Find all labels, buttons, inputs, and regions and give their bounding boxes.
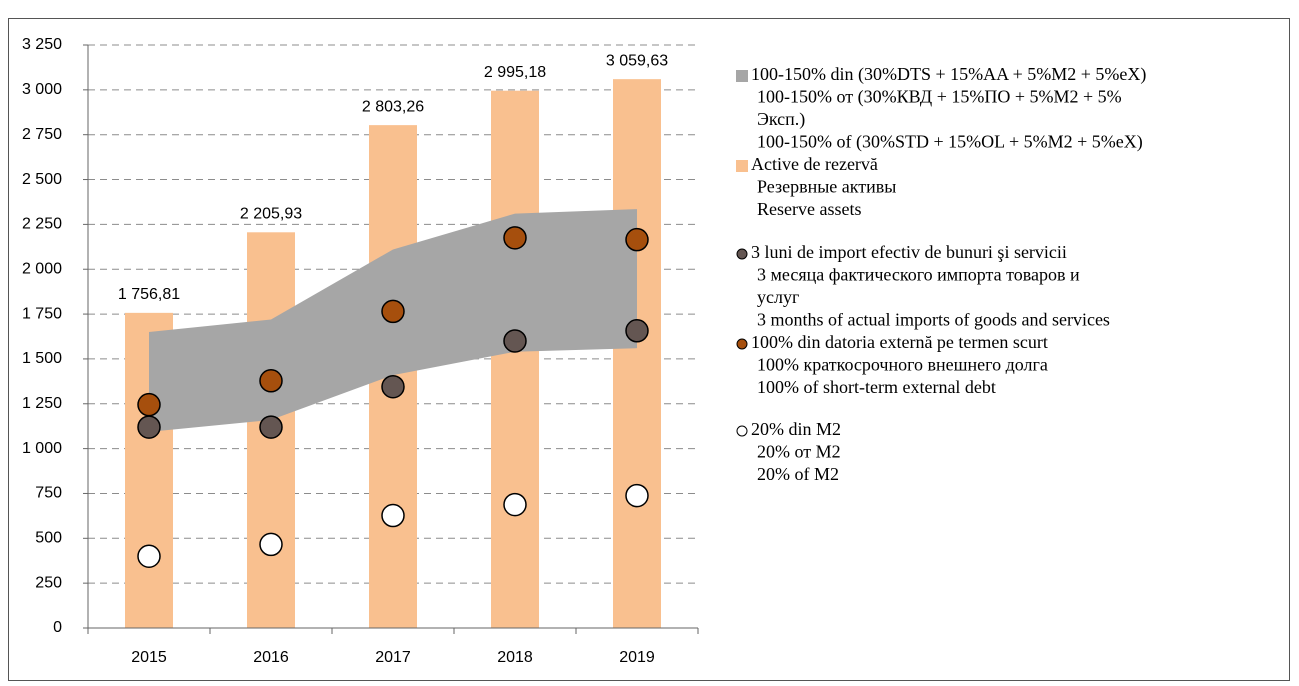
data-label: 3 059,63 — [606, 52, 668, 69]
y-tick-label: 2 000 — [22, 260, 62, 277]
legend-label: 100-150% of (30%STD + 15%OL + 5%M2 + 5%e… — [757, 132, 1143, 153]
legend-label: 20% от M2 — [757, 442, 841, 462]
bar — [491, 90, 539, 628]
legend-symbol — [736, 425, 748, 437]
dot — [625, 319, 649, 343]
y-tick-label: 2 500 — [22, 171, 62, 188]
legend-label: Резервные активы — [757, 177, 896, 197]
dot — [381, 503, 405, 528]
legend-label: 3 luni de import efectiv de bunuri şi se… — [751, 242, 1067, 262]
legend-label: 20% of M2 — [757, 464, 839, 484]
legend-label: 3 месяца фактического импорта товаров и — [757, 265, 1080, 285]
legend-label: 3 months of actual imports of goods and … — [757, 310, 1110, 330]
y-tick-label: 2 250 — [22, 216, 62, 233]
legend-label: 100% din datoria externă pe termen scurt — [751, 332, 1048, 352]
dot — [259, 415, 283, 439]
y-tick-label: 750 — [35, 485, 62, 502]
legend-label: 20% din M2 — [751, 419, 841, 439]
data-label: 2 995,18 — [484, 64, 546, 81]
data-label: 2 803,26 — [362, 98, 424, 115]
x-tick-label: 2015 — [131, 649, 167, 666]
y-tick-label: 1 000 — [22, 440, 62, 457]
legend-label: 100% of short-term external debt — [757, 377, 996, 397]
dot — [503, 492, 527, 517]
dot — [259, 369, 283, 393]
x-tick-label: 2019 — [619, 649, 655, 666]
legend-symbol — [736, 70, 748, 82]
data-label: 2 205,93 — [240, 206, 302, 223]
legend-label: Эксп.) — [757, 109, 805, 130]
legend-label: 100-150% din (30%DTS + 15%AA + 5%M2 + 5%… — [751, 64, 1146, 85]
legend-label: 100% краткосрочного внешнего долга — [757, 355, 1048, 375]
dot — [503, 226, 527, 250]
legend-label: 100-150% от (30%КВД + 15%ПО + 5%М2 + 5% — [757, 87, 1122, 108]
legend-symbol — [736, 160, 748, 172]
x-tick-label: 2017 — [375, 649, 411, 666]
dot — [625, 483, 649, 508]
x-tick-label: 2016 — [253, 649, 289, 666]
legend-label: Reserve assets — [757, 199, 861, 219]
legend-symbol — [736, 248, 748, 260]
dot — [137, 415, 161, 439]
dot — [503, 329, 527, 353]
y-tick-label: 1 750 — [22, 305, 62, 322]
bar — [613, 79, 661, 628]
y-tick-label: 1 250 — [22, 395, 62, 412]
y-tick-label: 3 250 — [22, 36, 62, 53]
y-tick-label: 250 — [35, 574, 62, 591]
x-tick-label: 2018 — [497, 649, 533, 666]
dot — [381, 299, 405, 324]
data-label: 1 756,81 — [118, 286, 180, 303]
dot — [625, 227, 649, 252]
legend-label: Active de rezervă — [751, 154, 878, 174]
y-tick-label: 2 750 — [22, 126, 62, 143]
dot — [137, 544, 161, 568]
dot — [259, 532, 283, 557]
dot — [381, 374, 405, 399]
frame — [8, 18, 1290, 681]
y-tick-label: 0 — [53, 619, 62, 636]
dot — [137, 392, 161, 417]
legend-label: услуг — [757, 287, 799, 307]
y-tick-label: 500 — [35, 530, 62, 547]
y-tick-label: 3 000 — [22, 81, 62, 98]
legend-symbol — [736, 338, 748, 350]
y-tick-label: 1 500 — [22, 350, 62, 367]
